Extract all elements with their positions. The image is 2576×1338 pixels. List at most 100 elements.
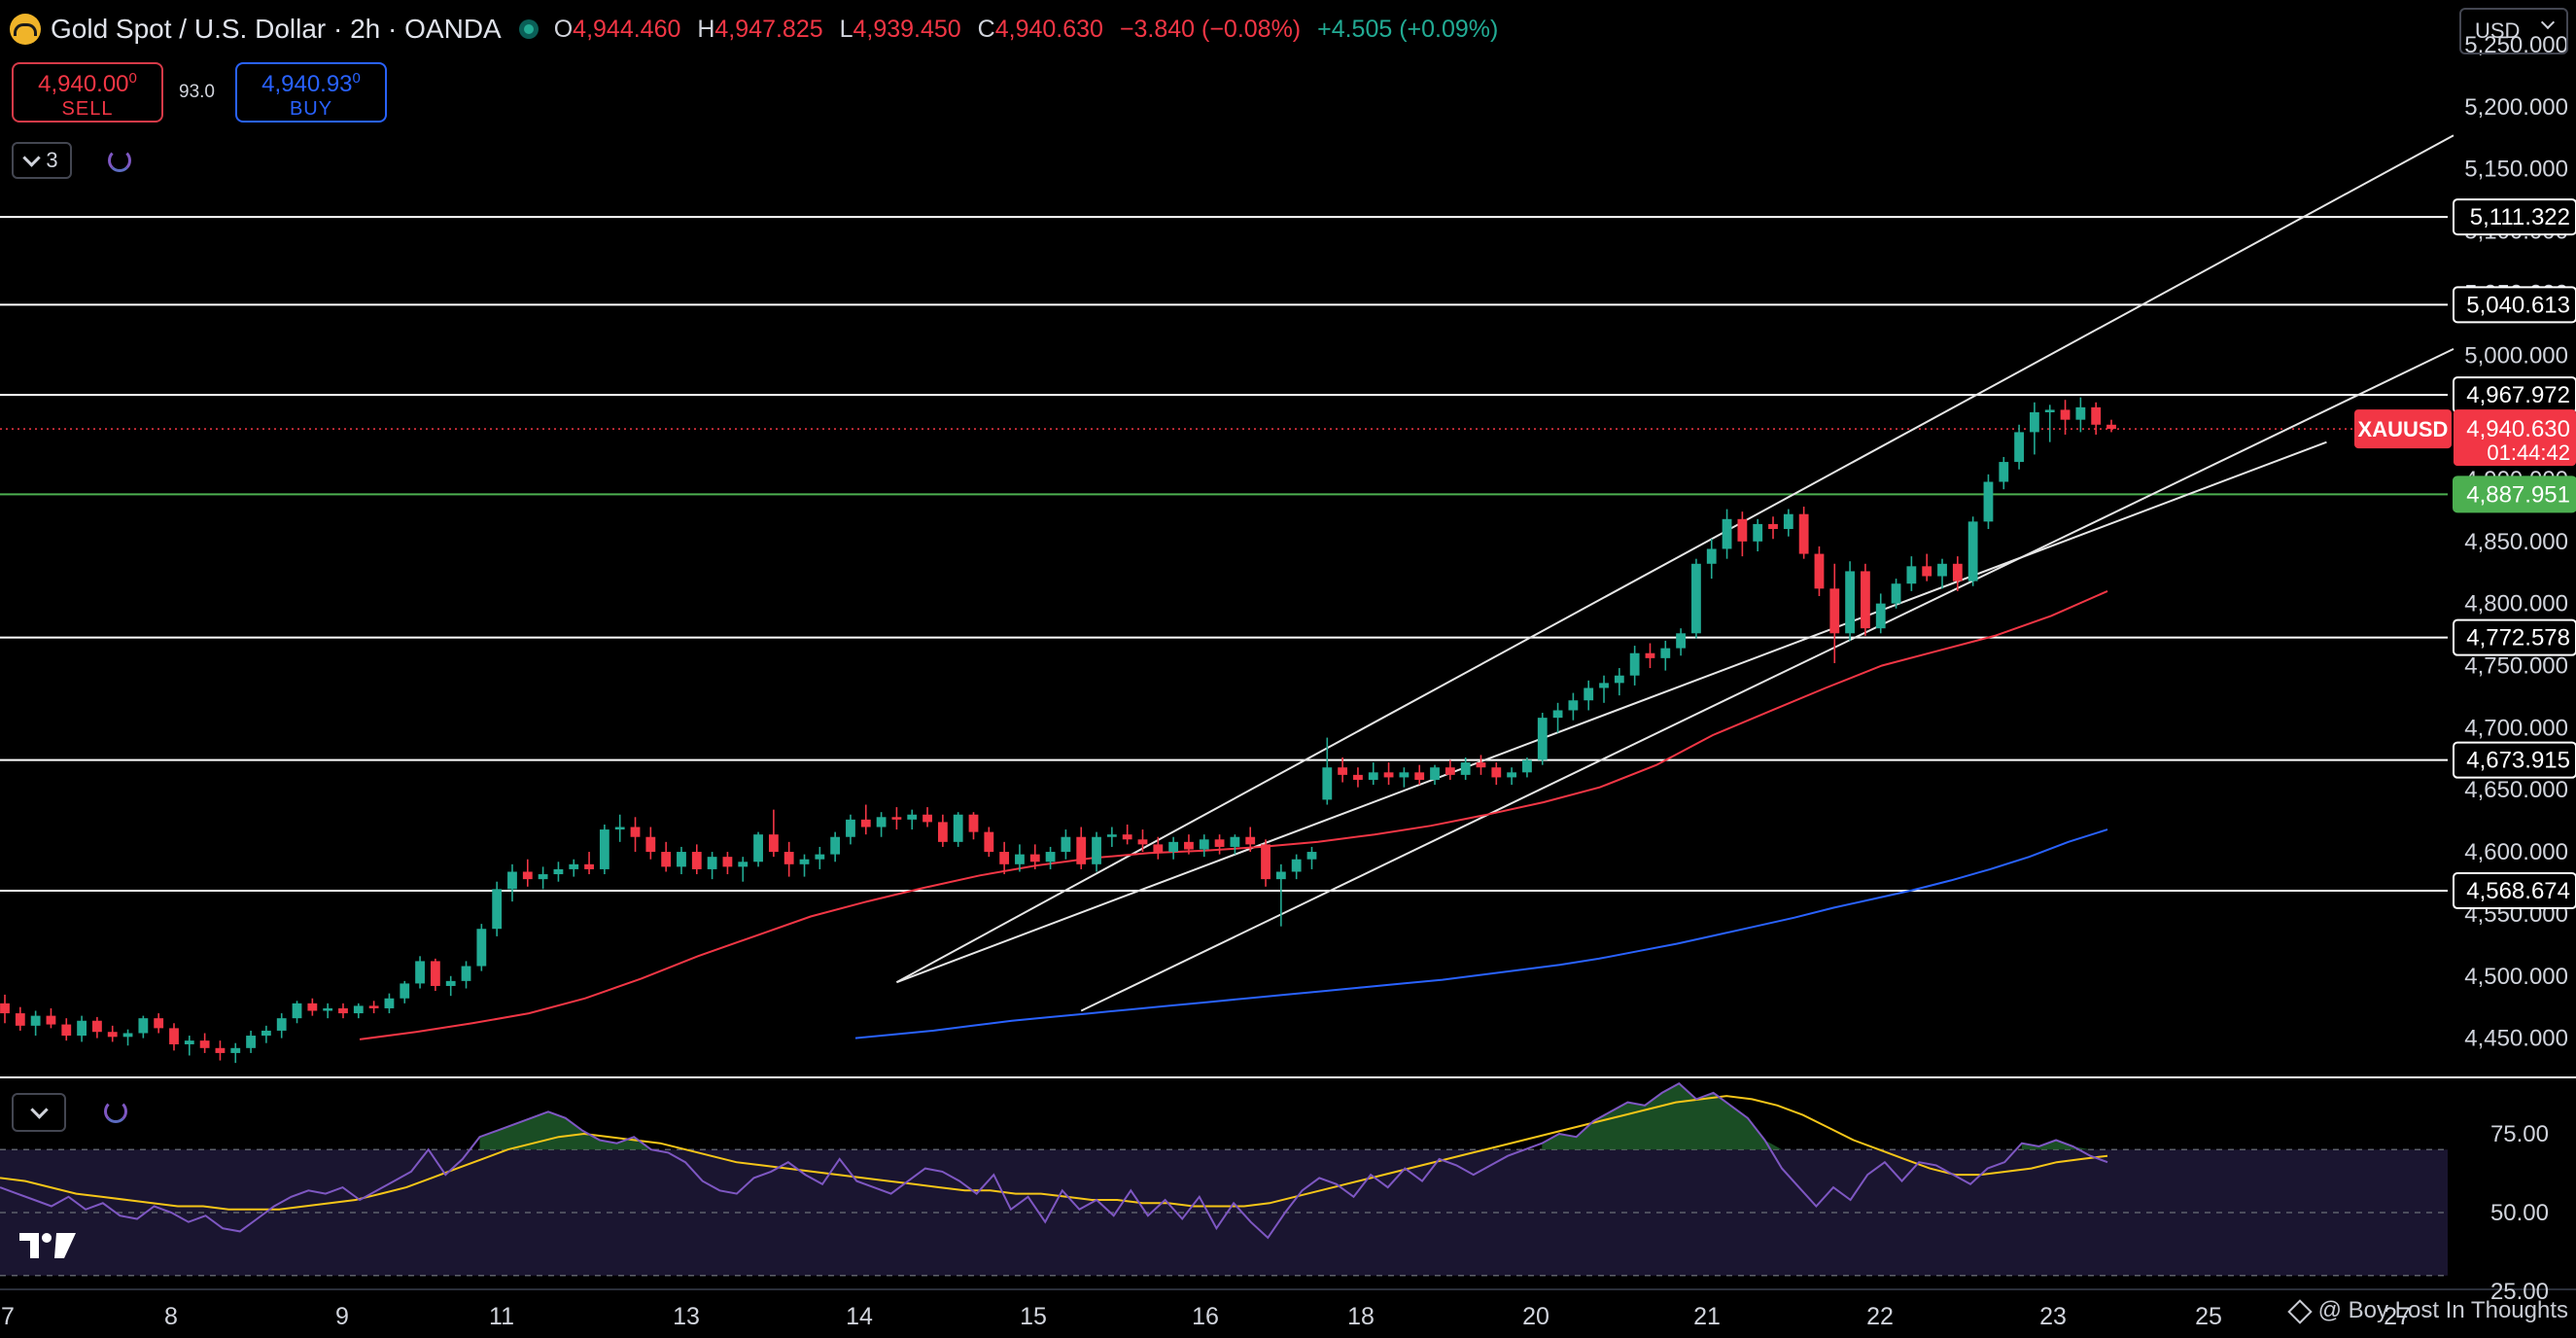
candle-up <box>1399 772 1410 778</box>
price-axis-tick: 4,500.000 <box>2464 964 2568 990</box>
candle-down <box>1353 774 1363 780</box>
currency-selector[interactable]: USD <box>2459 8 2568 54</box>
level-price-label: 5,040.613 <box>2466 292 2570 318</box>
rsi-axis-tick: 50.00 <box>2490 1200 2549 1226</box>
ohlc-low: 4,939.450 <box>853 15 961 43</box>
candle-down <box>645 836 656 853</box>
rsi-collapse-button[interactable] <box>12 1093 66 1132</box>
price-axis-tick: 4,600.000 <box>2464 839 2568 865</box>
candle-up <box>384 998 395 1008</box>
ohlc-close: 4,940.630 <box>994 15 1103 43</box>
candle-up <box>1983 481 1994 522</box>
candle-up <box>1599 683 1609 688</box>
time-axis-tick: 20 <box>1522 1303 1549 1330</box>
symbol-title[interactable]: Gold Spot / U.S. Dollar · 2h · OANDA <box>51 14 502 44</box>
time-axis-tick: 27 <box>2384 1303 2411 1330</box>
time-axis-tick: 7 <box>1 1303 15 1330</box>
candle-down <box>2091 406 2102 425</box>
candle-up <box>1614 675 1624 684</box>
candle-up <box>415 961 425 984</box>
level-price-label-box <box>2453 286 2576 324</box>
candle-down <box>1491 767 1502 778</box>
sync-icon[interactable] <box>103 144 136 177</box>
channel-upper-segment <box>896 440 2327 984</box>
time-axis-tick: 15 <box>1020 1303 1047 1330</box>
ma-slow-line <box>854 828 2108 1039</box>
candle-up <box>1230 836 1240 847</box>
candle-down <box>661 852 672 867</box>
candle-up <box>738 862 748 867</box>
candle-up <box>1676 633 1687 649</box>
buy-button[interactable]: 4,940.930 BUY <box>235 62 387 123</box>
candle-down <box>891 817 902 820</box>
candle-up <box>476 929 487 967</box>
level-price-label-box <box>2453 618 2576 656</box>
candle-up <box>292 1003 302 1019</box>
candle-up <box>1045 852 1056 863</box>
gold-logo-icon <box>10 14 41 45</box>
candle-down <box>522 871 533 880</box>
sell-button[interactable]: 4,940.000 SELL <box>12 62 163 123</box>
candle-down <box>722 857 733 867</box>
candle-down <box>307 1003 318 1011</box>
candle-down <box>1861 571 1870 629</box>
candle-down <box>1798 513 1809 554</box>
candle-down <box>15 1013 25 1026</box>
candle-up <box>876 817 887 827</box>
candle-up <box>553 868 564 875</box>
candle-up <box>2030 411 2039 433</box>
tradingview-logo-icon <box>17 1229 78 1265</box>
level-price-label-box <box>2453 741 2576 779</box>
candle-down <box>584 863 594 869</box>
rsi-band <box>0 1149 2448 1276</box>
price-axis-tick: 4,850.000 <box>2464 529 2568 555</box>
candle-down <box>1952 563 1963 581</box>
candle-down <box>968 814 979 832</box>
rsi-line <box>0 1081 2108 1240</box>
last-price-box <box>2454 409 2576 467</box>
candle-down <box>1414 772 1425 780</box>
candle-down <box>1214 839 1225 847</box>
candle-up <box>1306 852 1317 860</box>
channel-upper-line <box>895 134 2454 984</box>
candle-up <box>677 852 686 867</box>
candle-up <box>707 857 717 869</box>
candle-up <box>1522 759 1532 773</box>
channel-lower-line <box>1080 347 2454 1012</box>
ohlc-change-secondary: +4.505 (+0.09%) <box>1317 15 1499 43</box>
candle-up <box>400 983 410 999</box>
chevron-down-icon <box>2540 15 2556 30</box>
candle-up <box>1061 836 1071 853</box>
candle-up <box>1322 767 1333 800</box>
level-price-label: 4,568.674 <box>2466 878 2570 904</box>
bar-countdown-label: 01:44:42 <box>2487 440 2570 465</box>
candle-up <box>230 1047 241 1053</box>
tradingview-idea-icon <box>2286 1298 2313 1324</box>
candle-down <box>1076 836 1087 864</box>
price-axis-tick: 4,800.000 <box>2464 591 2568 617</box>
indicators-count: 3 <box>46 148 58 172</box>
time-axis-tick: 22 <box>1866 1303 1894 1330</box>
candle-down <box>630 827 641 837</box>
candle-up <box>1875 603 1886 629</box>
candle-down <box>937 822 948 842</box>
sync-icon[interactable] <box>99 1095 132 1128</box>
time-axis-tick: 18 <box>1347 1303 1375 1330</box>
candle-down <box>1137 839 1148 845</box>
price-axis-tick: 5,200.000 <box>2464 94 2568 121</box>
candle-up <box>1584 687 1594 701</box>
indicators-toggle-button[interactable]: 3 <box>12 142 72 179</box>
candle-down <box>2060 409 2071 420</box>
candle-down <box>1261 844 1271 880</box>
candle-up <box>2044 409 2055 412</box>
candle-down <box>1476 762 1486 768</box>
candle-up <box>599 829 609 869</box>
market-open-icon <box>518 19 539 39</box>
symbol-tag-box <box>2354 409 2452 449</box>
candle-up <box>184 1040 194 1044</box>
time-axis-tick: 23 <box>2039 1303 2067 1330</box>
candle-up <box>907 814 918 820</box>
time-axis-tick: 9 <box>335 1303 349 1330</box>
